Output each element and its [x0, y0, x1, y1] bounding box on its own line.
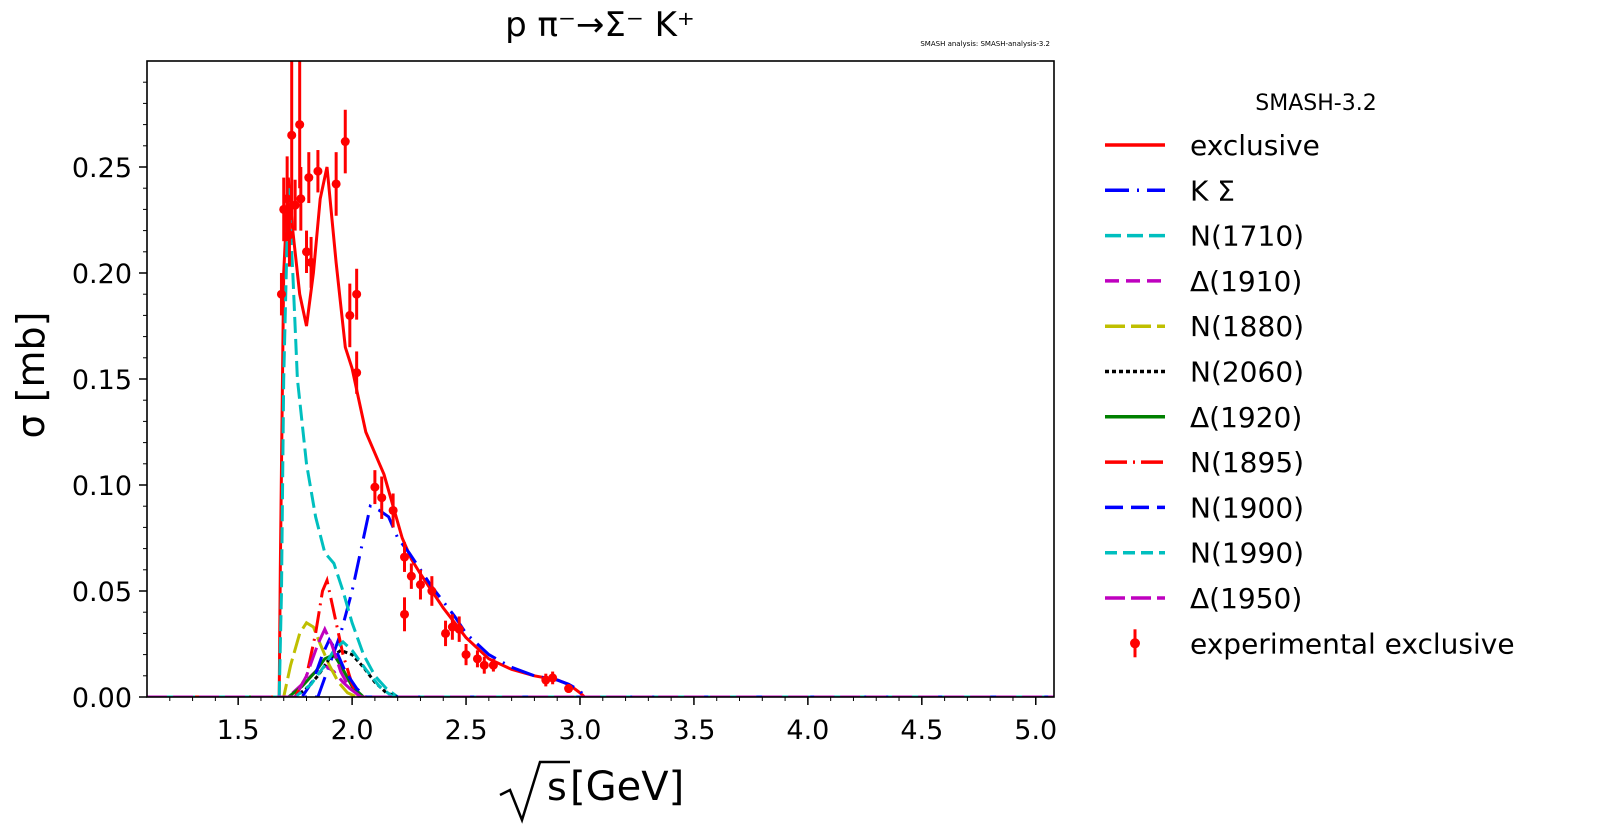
data-point-30 — [472, 654, 482, 664]
x-axis: 1.5 2.0 2.5 3.0 3.5 4.0 4.5 5.0 — [169, 697, 1057, 746]
x-tick-label-2: 2.0 — [331, 715, 374, 746]
series-line-2 — [147, 504, 1054, 697]
plot-inner — [147, 61, 1054, 697]
data-point-23 — [406, 571, 416, 581]
data-point-13 — [331, 179, 341, 189]
y-tick-label-6: 0.25 — [72, 153, 132, 184]
legend-marker-dot-12 — [1130, 638, 1140, 649]
legend-label-6: N(2060) — [1190, 356, 1304, 389]
x-tick-label-3: 2.5 — [445, 715, 488, 746]
series-line-7 — [147, 652, 1054, 697]
series-line-5 — [147, 620, 1054, 697]
legend-title: SMASH-3.2 — [1255, 91, 1376, 116]
y-tick-label-4: 0.15 — [72, 365, 132, 396]
legend-label-4: Δ(1910) — [1190, 265, 1302, 298]
legend: SMASH-3.2 exclusive K Σ N(1710) Δ(1910) N(18… — [1105, 91, 1515, 660]
x-tick-label-4: 3.0 — [559, 715, 602, 746]
series-line-6 — [147, 648, 1054, 697]
data-point-10 — [304, 173, 314, 183]
data-point-6 — [290, 200, 300, 210]
x-tick-label-7: 4.5 — [900, 715, 943, 746]
data-point-12 — [313, 166, 323, 176]
data-point-24 — [415, 580, 425, 590]
data-point-21 — [400, 552, 410, 562]
data-point-17 — [352, 368, 362, 378]
x-tick-label-6: 4.0 — [786, 715, 829, 746]
data-point-19 — [377, 493, 387, 503]
data-point-11 — [306, 257, 316, 267]
data-point-31 — [479, 660, 489, 670]
series-line-10 — [147, 639, 1054, 697]
data-point-15 — [345, 310, 355, 320]
x-axis-label-root: s — [547, 765, 567, 809]
legend-label-8: N(1895) — [1190, 446, 1304, 479]
legend-label-5: N(1880) — [1190, 310, 1304, 343]
legend-label-7: Δ(1920) — [1190, 401, 1302, 434]
data-point-35 — [564, 684, 574, 694]
y-tick-label-3: 0.10 — [72, 471, 132, 502]
data-point-22 — [400, 609, 410, 619]
data-point-3 — [282, 194, 292, 204]
y-tick-label-1: 0.00 — [72, 683, 132, 714]
legend-label-11: Δ(1950) — [1190, 582, 1302, 615]
data-point-32 — [488, 660, 498, 670]
series-line-8 — [147, 575, 1054, 697]
data-point-26 — [441, 628, 451, 638]
x-tick-label-1: 1.5 — [217, 715, 260, 746]
legend-label-10: N(1990) — [1190, 537, 1304, 570]
data-point-18 — [370, 482, 380, 492]
data-point-34 — [548, 673, 558, 683]
data-point-8 — [296, 194, 306, 204]
legend-label-1: exclusive — [1190, 129, 1320, 162]
data-point-16 — [352, 289, 362, 299]
y-axis: 0.00 0.05 0.10 0.15 0.20 0.25 — [72, 81, 147, 714]
data-point-5 — [287, 130, 297, 140]
legend-label-3: N(1710) — [1190, 220, 1304, 253]
series-line-4 — [147, 663, 1054, 697]
x-tick-label-5: 3.5 — [672, 715, 715, 746]
data-point-25 — [427, 586, 437, 596]
y-axis-label: σ [mb] — [9, 312, 53, 439]
series-line-11 — [147, 625, 1054, 697]
data-point-28 — [454, 624, 464, 634]
plot-area — [146, 60, 1055, 698]
chart-subtitle: SMASH analysis: SMASH-analysis-3.2 — [920, 40, 1050, 48]
y-tick-label-2: 0.05 — [72, 577, 132, 608]
data-point-4 — [284, 230, 294, 240]
data-point-20 — [388, 505, 398, 515]
data-point-33 — [541, 675, 551, 685]
legend-label-12: experimental exclusive — [1190, 627, 1515, 660]
data-point-14 — [340, 137, 350, 147]
data-point-29 — [461, 650, 471, 660]
legend-label-9: N(1900) — [1190, 491, 1304, 524]
x-axis-label-unit: [GeV] — [570, 764, 684, 810]
legend-label-2: K Σ — [1190, 174, 1235, 207]
sqrt-sign-icon — [499, 760, 570, 824]
x-axis-label: s [GeV] — [499, 760, 684, 824]
data-point-9 — [302, 247, 312, 257]
data-point-1 — [276, 289, 286, 299]
series-line-3 — [147, 188, 1054, 697]
data-point-27 — [447, 622, 457, 632]
data-point-7 — [295, 120, 305, 130]
chart-title: p π⁻→Σ⁻ K⁺ — [505, 5, 695, 45]
series-line-9 — [147, 636, 1054, 697]
y-tick-label-5: 0.20 — [72, 259, 132, 290]
x-tick-label-8: 5.0 — [1014, 715, 1057, 746]
